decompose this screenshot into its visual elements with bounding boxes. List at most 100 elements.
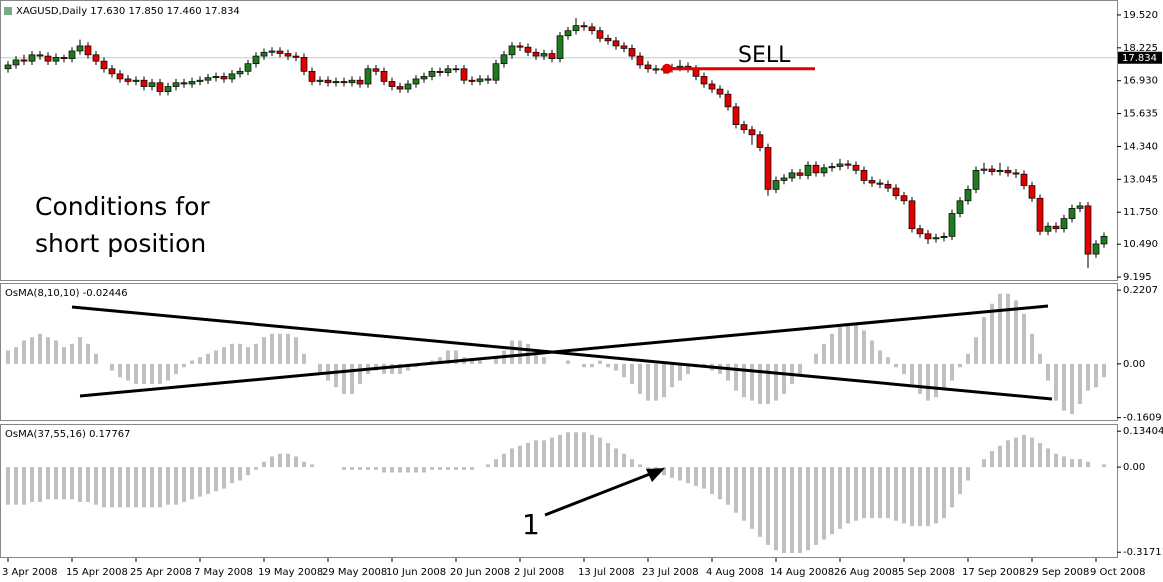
candle-body	[1004, 169, 1012, 174]
histogram-bar	[510, 448, 514, 468]
histogram-bar	[854, 467, 858, 521]
candle-body	[308, 70, 316, 82]
histogram-bar	[582, 363, 586, 368]
histogram-bar	[270, 456, 274, 468]
candle-body	[492, 63, 500, 81]
histogram-bar	[1102, 464, 1106, 468]
last-price-label: 17.834	[1122, 53, 1157, 64]
histogram-bar	[118, 467, 122, 508]
candle-body	[252, 55, 260, 65]
candle-body	[596, 30, 604, 39]
histogram-bar	[1054, 453, 1058, 468]
histogram-bar	[54, 340, 58, 364]
histogram-bar	[726, 363, 730, 381]
histogram-bar	[230, 467, 234, 484]
candle-body	[788, 172, 796, 179]
candle-body	[148, 82, 156, 87]
candle-body	[428, 70, 436, 77]
histogram-bar	[646, 467, 650, 470]
histogram-bar	[254, 467, 258, 470]
histogram-bar	[654, 363, 658, 401]
candle-body	[628, 48, 636, 57]
candle-body	[556, 35, 564, 59]
y-tick-label: 14.340	[1123, 141, 1158, 152]
panel-title: OsMA(8,10,10) -0.02446	[5, 288, 128, 299]
candle-body	[100, 60, 108, 70]
histogram-bar	[126, 467, 130, 508]
candle-body	[564, 30, 572, 37]
y-tick-label: 18.225	[1123, 43, 1158, 54]
candle-body	[876, 182, 884, 185]
candle-body	[796, 172, 804, 176]
candle-body	[1044, 225, 1052, 232]
histogram-bar	[1046, 448, 1050, 468]
histogram-bar	[982, 459, 986, 468]
histogram-bar	[286, 453, 290, 468]
candle-body	[212, 76, 220, 79]
histogram-bar	[30, 337, 34, 364]
histogram-bar	[974, 337, 978, 364]
candle-body	[1052, 225, 1060, 230]
histogram-bar	[830, 467, 834, 535]
histogram-bar	[566, 432, 570, 468]
candle-body	[636, 55, 644, 66]
histogram-bar	[790, 467, 794, 553]
histogram-bar	[870, 340, 874, 364]
histogram-bar	[566, 360, 570, 364]
candle-body	[844, 163, 852, 166]
histogram-bar	[246, 347, 250, 364]
histogram-bar	[686, 467, 690, 484]
histogram-bar	[78, 337, 82, 364]
histogram-bar	[190, 360, 194, 364]
candle-body	[228, 73, 236, 80]
histogram-bar	[910, 363, 914, 384]
histogram-bar	[798, 363, 802, 374]
histogram-bar	[110, 467, 114, 508]
candle-body	[820, 167, 828, 174]
histogram-bar	[14, 467, 18, 505]
candle-body	[204, 77, 212, 81]
histogram-bar	[838, 327, 842, 364]
histogram-bar	[686, 363, 690, 374]
y-tick-label: 10.490	[1123, 239, 1158, 250]
candle-body	[812, 164, 820, 174]
candle-body	[188, 81, 196, 85]
candle-body	[76, 45, 84, 52]
candle-body	[972, 169, 980, 190]
histogram-bar	[94, 467, 98, 505]
histogram-bar	[518, 445, 522, 468]
histogram-bar	[662, 363, 666, 398]
histogram-bar	[606, 442, 610, 468]
candle-body	[508, 45, 516, 56]
histogram-bar	[214, 350, 218, 364]
histogram-bar	[62, 347, 66, 364]
histogram-bar	[462, 467, 466, 470]
candle-body	[244, 63, 252, 72]
histogram-bar	[102, 467, 106, 508]
histogram-bar	[830, 333, 834, 364]
candle-body	[4, 64, 12, 70]
histogram-bar	[902, 363, 906, 374]
annotation-label: 1	[522, 508, 540, 541]
histogram-bar	[1086, 363, 1090, 391]
histogram-bar	[742, 467, 746, 521]
histogram-bar	[438, 467, 442, 470]
histogram-bar	[270, 333, 274, 364]
histogram-bar	[14, 347, 18, 364]
candle-body	[316, 79, 324, 82]
histogram-bar	[886, 357, 890, 364]
histogram-bar	[822, 343, 826, 364]
histogram-bar	[1038, 442, 1042, 468]
annotation-arrowhead	[646, 468, 665, 482]
histogram-bar	[742, 363, 746, 398]
histogram-bar	[158, 467, 162, 508]
histogram-bar	[46, 337, 50, 364]
candle-body	[996, 169, 1004, 172]
histogram-bar	[190, 467, 194, 500]
candle-body	[612, 40, 620, 47]
histogram-bar	[398, 363, 402, 374]
candle-body	[1100, 235, 1108, 245]
candle-body	[1084, 205, 1092, 255]
x-tick-label: 17 Sep 2008	[962, 567, 1025, 578]
histogram-bar	[774, 467, 778, 551]
